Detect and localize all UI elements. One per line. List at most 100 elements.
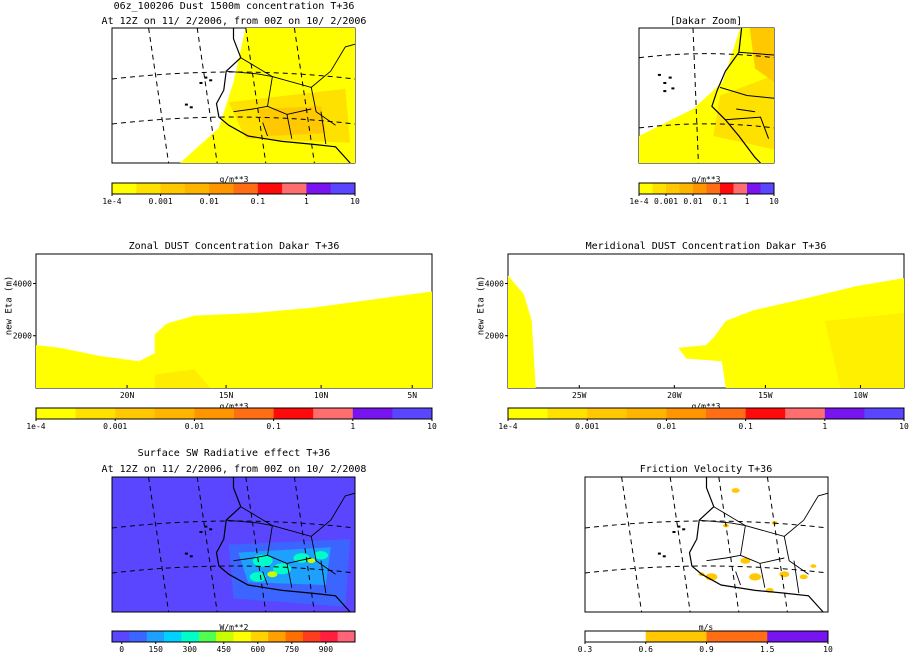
meridional-colorbar-tick-label: 0.1 — [738, 422, 753, 431]
friction-map-spot — [731, 488, 740, 493]
sw-map-colorbar-swatch — [337, 631, 356, 642]
friction-map-meridian — [766, 476, 788, 613]
sw-map-border — [262, 571, 268, 586]
sw-map-subtitle: At 12Z on 11/ 2/2006, from 00Z on 10/ 2/… — [101, 464, 367, 475]
dakar-zoom-colorbar-swatch — [760, 183, 775, 194]
dakar-zoom-plume-mid — [713, 75, 774, 150]
sw-map-colorbar-tick-label: 300 — [183, 645, 198, 654]
dakar-zoom-island — [671, 87, 675, 90]
friction-map-colorbar-tick-label: 0.6 — [639, 645, 654, 654]
friction-map-border — [713, 506, 804, 537]
sw-map-colorbar-swatch — [164, 631, 182, 642]
dust-map-border — [286, 114, 293, 139]
meridional-xtick-label: 10W — [853, 391, 868, 400]
dust-map-island — [204, 76, 208, 79]
sw-map-colorbar-tick-label: 150 — [149, 645, 164, 654]
sw-map-colorbar-swatch — [216, 631, 234, 642]
sw-map-colorbar-swatch — [233, 631, 252, 642]
zonal-colorbar-tick-label: 1e-4 — [26, 422, 45, 431]
dust-map-border — [233, 105, 268, 113]
friction-map-spot — [740, 557, 751, 564]
sw-map-border — [320, 560, 327, 594]
meridional-ytick-label: 2000 — [485, 332, 504, 341]
sw-map-spot — [273, 563, 292, 575]
friction-map-border — [740, 525, 785, 564]
sw-map-border — [267, 525, 312, 564]
friction-map-island — [682, 528, 686, 531]
dakar-zoom-coastline — [711, 27, 761, 164]
sw-map-meridian — [148, 476, 170, 613]
dust-map-meridian — [293, 27, 315, 164]
dust-map-colorbar-swatch — [112, 183, 137, 194]
dust-map-subtitle: At 12Z on 11/ 2/2006, from 00Z on 10/ 2/… — [101, 16, 367, 27]
friction-map-colorbar-tick-label: 0.3 — [578, 645, 593, 654]
friction-map-colorbar-tick-label: 1.5 — [760, 645, 775, 654]
friction-map-island — [672, 531, 676, 533]
dakar-zoom-colorbar-swatch — [679, 183, 694, 194]
dust-map-coastline — [215, 28, 351, 164]
sw-map-island — [199, 531, 203, 533]
sw-map-colorbar-swatch — [268, 631, 287, 642]
sw-map-colorbar-swatch — [285, 631, 304, 642]
sw-map-colorbar-swatch — [129, 631, 148, 642]
dust-map-unit: g/m**3 — [219, 175, 249, 184]
zonal-colorbar-tick-label: 10 — [427, 422, 437, 431]
zonal-colorbar-tick-label: 1 — [350, 422, 355, 431]
zonal-xtick-label: 5N — [407, 391, 417, 400]
friction-map-colorbar-tick-label: 0.9 — [699, 645, 714, 654]
friction-map-border — [735, 571, 741, 586]
sw-map-meridian — [293, 476, 315, 613]
friction-map-border — [706, 554, 741, 562]
zonal-ytick-label: 4000 — [13, 279, 32, 288]
meridional-colorbar-swatch — [706, 408, 747, 419]
dakar-zoom-border — [719, 86, 775, 99]
zonal-dust-area — [36, 291, 432, 388]
friction-map-colorbar-swatch — [645, 631, 707, 642]
dakar-zoom-colorbar-swatch — [666, 183, 680, 194]
meridional-colorbar-swatch — [745, 408, 786, 419]
dust-map-title: 06z_100206 Dust 1500m concentration T+36 — [113, 1, 355, 12]
meridional-dust-left — [508, 275, 536, 388]
dust-map-colorbar-swatch — [160, 183, 186, 194]
dust-map-colorbar-swatch — [209, 183, 234, 194]
dakar-zoom-colorbar-tick-label: 1 — [745, 197, 750, 206]
friction-map-spot — [779, 571, 790, 578]
dakar-zoom-colorbar-tick-label: 0.1 — [713, 197, 728, 206]
dust-map-colorbar-swatch — [233, 183, 259, 194]
meridional-colorbar-tick-label: 0.01 — [657, 422, 676, 431]
sw-map-colorbar-swatch — [250, 631, 269, 642]
friction-map-spot — [799, 574, 808, 580]
sw-map-border — [226, 519, 273, 527]
sw-map-colorbar-tick-label: 450 — [217, 645, 232, 654]
sw-map-meridian — [196, 476, 218, 613]
sw-map-colorbar-swatch — [112, 631, 130, 642]
dust-map-meridian — [245, 27, 267, 164]
sw-map-colorbar-swatch — [320, 631, 339, 642]
sw-map-spot-high — [307, 558, 316, 564]
meridional-colorbar-swatch — [587, 408, 628, 419]
dakar-zoom-colorbar-swatch — [639, 183, 653, 194]
meridional-xtick-label: 25W — [572, 391, 587, 400]
sw-map-island — [184, 552, 188, 555]
zonal-colorbar-swatch — [36, 408, 77, 419]
friction-map-colorbar-swatch — [767, 631, 829, 642]
dakar-zoom-border — [725, 116, 770, 139]
dakar-zoom-colorbar-tick-label: 0.001 — [654, 197, 678, 206]
sw-map-border — [330, 492, 356, 521]
meridional-xtick-label: 20W — [667, 391, 682, 400]
meridional-colorbar-swatch — [626, 408, 667, 419]
friction-map-colorbar-swatch — [706, 631, 768, 642]
meridional-colorbar-tick-label: 1e-4 — [498, 422, 517, 431]
sw-map-colorbar-tick-label: 0 — [119, 645, 124, 654]
sw-map-colorbar-tick-label: 900 — [319, 645, 334, 654]
friction-map-unit: m/s — [698, 623, 714, 632]
sw-map-border — [233, 554, 268, 562]
sw-map-island — [189, 555, 193, 558]
sw-map-colorbar-swatch — [198, 631, 217, 642]
friction-map-border — [699, 519, 746, 527]
sw-map-spot-high — [267, 571, 278, 578]
meridional-colorbar-swatch — [864, 408, 905, 419]
dust-map-border — [226, 70, 273, 78]
sw-map-border — [286, 563, 293, 588]
zonal-xtick-label: 10N — [314, 391, 329, 400]
